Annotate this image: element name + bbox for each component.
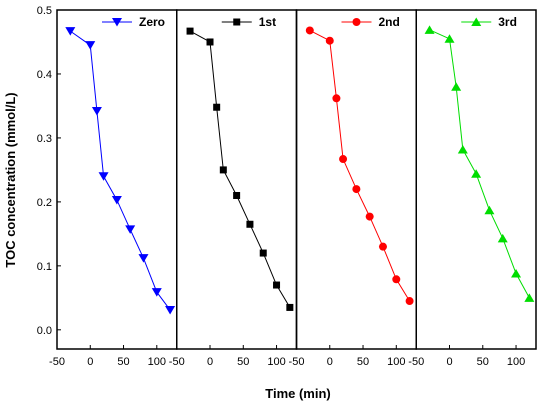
data-point — [111, 195, 122, 205]
legend-label: Zero — [139, 15, 165, 29]
panel-frame — [295, 9, 417, 350]
data-point — [325, 36, 334, 45]
data-point — [405, 297, 414, 306]
data-point — [424, 25, 435, 34]
legend-marker — [112, 18, 122, 27]
data-point — [151, 288, 162, 297]
panel-4: 3rd — [415, 9, 537, 350]
data-point — [85, 41, 96, 50]
y-tick-label: 0.2 — [37, 197, 52, 209]
y-tick-label: 0.4 — [37, 69, 52, 81]
x-axis: -50 0 50 100 -50 0 50 100 -50 0 50 100 -50 0 50 100 — [49, 345, 525, 368]
x-tick-label: 0 — [446, 356, 452, 368]
x-tick-label: -50 — [289, 356, 305, 368]
x-tick-label: 0 — [327, 356, 333, 368]
panel-2: 1st — [176, 9, 298, 350]
x-tick-label: 100 — [267, 356, 285, 368]
x-tick-label: 50 — [117, 356, 129, 368]
x-tick-label: 100 — [387, 356, 405, 368]
data-point — [451, 82, 462, 91]
legend-marker — [233, 18, 241, 26]
series-line — [309, 30, 411, 302]
legend-marker — [352, 18, 361, 26]
series-line — [70, 30, 171, 311]
data-point — [165, 305, 176, 315]
legend-label: 2nd — [379, 15, 400, 29]
data-point — [332, 94, 341, 103]
x-tick-label: 0 — [207, 356, 213, 368]
data-point — [65, 27, 76, 36]
data-point — [339, 155, 348, 164]
x-tick-label: 50 — [237, 356, 249, 368]
series-line — [429, 29, 530, 299]
legend-label: 1st — [259, 15, 276, 29]
data-point — [365, 212, 374, 221]
data-point — [186, 27, 194, 35]
data-point — [471, 169, 482, 178]
data-point — [524, 293, 535, 302]
data-point — [378, 242, 387, 251]
data-point — [213, 103, 221, 111]
data-point — [392, 275, 401, 284]
panel-3: 2nd — [295, 9, 417, 350]
y-tick-label: 0.1 — [37, 261, 52, 273]
x-tick-label: 100 — [148, 356, 166, 368]
panels-layer: Zero 1st 2nd 3rd — [56, 9, 537, 350]
data-point — [444, 34, 455, 43]
x-axis-title: Time (min) — [265, 386, 331, 401]
x-tick-label: -50 — [169, 356, 185, 368]
data-point — [259, 249, 267, 257]
data-point — [246, 220, 254, 228]
data-point — [305, 26, 314, 35]
data-point — [352, 185, 361, 194]
y-tick-label: 0.5 — [37, 5, 52, 17]
data-point — [484, 205, 495, 215]
x-tick-label: 50 — [357, 356, 369, 368]
data-point — [91, 107, 102, 116]
legend-marker — [471, 17, 482, 26]
data-point — [233, 191, 241, 199]
panel-frame — [415, 9, 537, 350]
data-point — [125, 225, 136, 234]
data-point — [219, 166, 227, 174]
x-tick-label: -50 — [49, 356, 65, 368]
panel-frame — [176, 9, 298, 350]
data-point — [457, 144, 468, 154]
data-point — [273, 281, 281, 289]
x-tick-label: 0 — [87, 356, 93, 368]
data-point — [98, 172, 109, 181]
legend-label: 3rd — [498, 15, 517, 29]
x-tick-label: -50 — [408, 356, 424, 368]
y-axis-title: TOC concentration (mmol/L) — [3, 92, 18, 267]
data-point — [138, 254, 149, 263]
data-point — [286, 303, 294, 311]
data-point — [511, 269, 522, 278]
panel-1: Zero — [56, 9, 178, 350]
y-tick-label: 0.3 — [37, 133, 52, 145]
data-point — [497, 233, 508, 243]
x-tick-label: 100 — [507, 356, 525, 368]
y-axis: 0.0 0.1 0.2 0.3 0.4 0.5 — [37, 5, 61, 337]
y-tick-label: 0.0 — [37, 325, 52, 337]
x-tick-label: 50 — [477, 356, 489, 368]
series-line — [189, 30, 291, 308]
data-point — [206, 38, 214, 46]
panel-frame — [56, 9, 178, 350]
